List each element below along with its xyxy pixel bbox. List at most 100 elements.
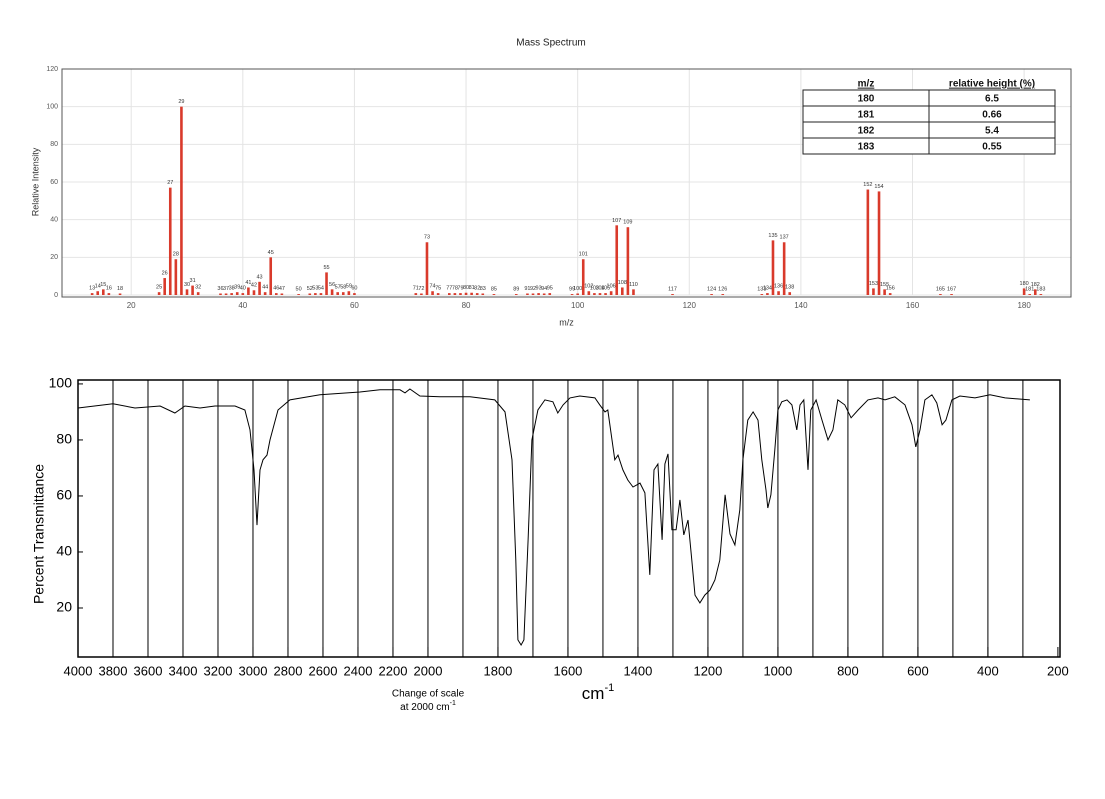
peak-label: 183 [1036,287,1045,293]
peak-label: 135 [768,233,777,239]
bar [353,293,356,295]
peak-label: 103 [590,286,599,292]
y-tick-label: 100 [49,375,73,391]
x-tick-label: 3600 [134,663,163,678]
x-axis-label-text: cm [582,684,605,703]
bar [866,189,870,295]
bar [453,293,457,295]
peak-label: 41 [245,280,251,286]
peak-label: 60 [351,286,357,292]
annotation-text: at 2000 cm [400,702,449,713]
peak-label: 180 [1020,281,1029,287]
peak-label: 29 [178,99,184,105]
bar [252,290,256,295]
bar [632,289,635,295]
peak-label: 136 [774,284,783,290]
x-tick-label: 120 [683,301,697,310]
annotation-superscript: -1 [450,700,456,707]
bar [1022,288,1026,295]
peak-label: 31 [190,278,196,284]
x-tick-label: 4000 [64,663,93,678]
bar [570,294,574,295]
peak-label: 167 [947,287,956,293]
peak-label: 92 [530,286,536,292]
peak-label: 52 [307,286,313,292]
peak-label: 45 [268,250,274,256]
x-tick-label: 2600 [309,663,338,678]
peak-label: 83 [480,286,486,292]
bar [224,293,228,295]
peak-label: 15 [100,282,106,288]
peak-label: 102 [584,284,593,290]
peak-label: 80 [463,285,469,291]
bar [766,293,769,295]
x-tick-label: 800 [837,663,859,678]
table-cell: 6.5 [985,94,999,105]
y-tick-label: 0 [54,292,58,299]
peak-label: 91 [524,286,530,292]
peak-label: 38 [229,286,235,292]
bar [1033,289,1037,295]
peak-label: 94 [541,286,547,292]
y-axis-label: Percent Transmittance [31,464,47,604]
bar [347,291,351,295]
table-cell: 181 [858,110,875,121]
bar [319,293,323,295]
bar [101,289,105,295]
bar [671,294,674,295]
chart-title: Mass Spectrum [516,38,585,49]
peak-label: 110 [629,282,638,288]
annotation: Change of scale [392,689,465,700]
peak-label: 43 [256,274,262,280]
peak-label: 137 [780,235,789,241]
x-axis-label: m/z [559,317,574,327]
x-tick-label: 160 [906,301,920,310]
x-tick-label: 20 [127,301,136,310]
bar [782,242,786,295]
bar [448,293,451,295]
peak-label: 36 [217,286,223,292]
bar [330,289,334,295]
peak-label: 100 [573,286,582,292]
peak-label: 106 [607,284,616,290]
peak-label: 44 [262,285,268,291]
bar [581,259,585,295]
peak-label: 154 [874,184,883,190]
x-tick-label: 2400 [344,663,373,678]
peak-label: 107 [612,218,621,224]
bar [325,272,328,295]
table-cell: 180 [858,94,875,105]
peak-label: 55 [323,265,329,271]
x-axis-label-superscript: -1 [604,682,614,694]
peak-label: 54 [318,286,324,292]
y-tick-label: 80 [56,431,72,447]
plot-frame [61,68,1072,298]
bar [275,293,278,295]
bar [609,291,613,295]
peak-label: 101 [579,252,588,258]
peak-label: 156 [886,286,895,292]
bar [280,293,284,295]
peak-label: 108 [618,280,627,286]
peak-label: 93 [536,286,542,292]
bar [157,292,161,295]
peak-label: 57 [335,285,341,291]
bar [247,287,250,295]
peak-label: 75 [435,286,441,292]
y-tick-label: 100 [46,104,58,111]
x-tick-label: 3200 [204,663,233,678]
peak-label: 72 [418,286,424,292]
bar [414,293,418,295]
peak-label: 95 [547,286,553,292]
y-tick-label: 120 [46,66,58,73]
bar [593,293,596,295]
bar [174,259,178,295]
x-tick-label: 2800 [274,663,303,678]
x-tick-label: 600 [907,663,929,678]
peak-label: 71 [413,286,419,292]
bar [420,293,423,295]
bar [297,294,300,295]
y-tick-label: 40 [56,543,72,559]
x-tick-label: 40 [238,301,247,310]
peak-label: 56 [329,282,335,288]
